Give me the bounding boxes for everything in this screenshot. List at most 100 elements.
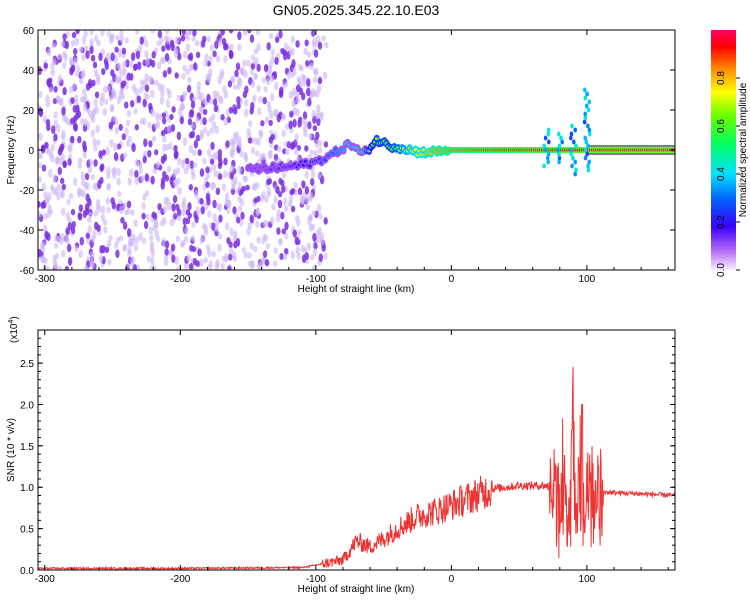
- noise-cell: [125, 119, 131, 127]
- noise-cell: [297, 78, 303, 85]
- noise-cell: [249, 68, 255, 76]
- ridge-spread-cell: [582, 119, 587, 125]
- noise-cell: [46, 48, 52, 57]
- noise-cell: [207, 263, 213, 270]
- noise-cell: [96, 204, 102, 213]
- noise-cell: [239, 150, 244, 158]
- noise-cell: [235, 237, 241, 247]
- ridge-spread-cell: [583, 147, 588, 153]
- x-tick-label: -100: [306, 274, 326, 285]
- noise-cell: [142, 117, 147, 126]
- noise-cell: [170, 43, 175, 52]
- noise-cell: [199, 129, 205, 138]
- noise-cell: [228, 106, 234, 114]
- noise-cell: [138, 44, 143, 54]
- noise-cell: [318, 213, 323, 220]
- noise-cell: [243, 251, 248, 259]
- noise-cell: [56, 184, 61, 192]
- noise-cell: [171, 254, 176, 263]
- noise-cell: [199, 168, 205, 177]
- ridge-spread-cell: [571, 155, 575, 161]
- ridge-spread-cell: [573, 171, 577, 177]
- noise-cell: [214, 225, 219, 232]
- y-tick-label: 0.0: [20, 566, 34, 577]
- noise-cell: [247, 221, 253, 230]
- noise-cell: [209, 158, 215, 165]
- noise-cell: [38, 107, 43, 116]
- noise-cell: [160, 181, 165, 190]
- noise-cell: [100, 214, 106, 222]
- noise-cell: [189, 244, 194, 252]
- noise-cell: [99, 245, 104, 254]
- noise-cell: [270, 55, 275, 64]
- ridge-spread-cell: [583, 135, 587, 141]
- noise-cell: [184, 226, 189, 235]
- noise-cell: [139, 79, 145, 86]
- noise-cell: [255, 30, 261, 36]
- ridge-spread-cell: [586, 143, 590, 149]
- noise-cell: [324, 41, 329, 49]
- noise-cell: [62, 51, 67, 58]
- noise-cell: [316, 117, 321, 127]
- noise-cell: [161, 45, 166, 52]
- noise-cell: [106, 239, 112, 248]
- noise-cell: [73, 48, 78, 55]
- noise-cell: [308, 192, 314, 201]
- ridge-spread-cell: [560, 139, 564, 145]
- noise-cell: [212, 152, 217, 161]
- noise-cell: [206, 35, 211, 43]
- noise-cell: [206, 148, 212, 157]
- noise-cell: [288, 194, 294, 204]
- noise-cell: [51, 125, 56, 134]
- noise-cell: [74, 37, 80, 46]
- noise-cell: [251, 183, 256, 191]
- noise-cell: [270, 93, 275, 102]
- noise-cell: [317, 41, 323, 50]
- noise-cell: [283, 81, 289, 88]
- noise-cell: [124, 209, 129, 216]
- noise-cell: [296, 219, 301, 227]
- noise-cell: [301, 92, 306, 101]
- noise-cell: [304, 252, 309, 261]
- noise-cell: [193, 62, 198, 71]
- noise-cell: [66, 198, 71, 206]
- noise-cell: [310, 223, 316, 231]
- noise-cell: [290, 48, 295, 56]
- noise-cell: [129, 73, 134, 81]
- noise-cell: [267, 104, 272, 113]
- noise-cell: [281, 113, 286, 120]
- noise-cell: [81, 35, 87, 45]
- noise-cell: [191, 172, 196, 180]
- noise-cell: [169, 218, 174, 227]
- noise-cell: [264, 116, 270, 124]
- noise-cell: [133, 219, 138, 227]
- noise-cell: [292, 67, 297, 77]
- noise-cell: [68, 145, 73, 154]
- ridge-spread-cell: [583, 115, 588, 121]
- noise-cell: [142, 98, 147, 108]
- snr-ylabel: SNR (10 * v/v): [6, 418, 17, 482]
- noise-cell: [283, 232, 289, 240]
- noise-cell: [46, 123, 51, 132]
- y-tick-label: 2.0: [20, 400, 34, 411]
- noise-cell: [293, 181, 298, 189]
- noise-cell: [244, 99, 249, 107]
- noise-cell: [183, 50, 188, 59]
- noise-cell: [192, 149, 197, 157]
- noise-cell: [233, 84, 238, 91]
- noise-cell: [133, 108, 138, 115]
- noise-cell: [75, 70, 80, 78]
- noise-cell: [229, 227, 234, 237]
- noise-cell: [84, 265, 89, 270]
- noise-cell: [70, 117, 75, 125]
- noise-cell: [188, 131, 194, 139]
- noise-cell: [174, 36, 180, 45]
- noise-cell: [164, 53, 170, 62]
- noise-cell: [228, 253, 233, 261]
- noise-cell: [119, 30, 124, 37]
- noise-cell: [142, 155, 147, 164]
- noise-cell: [73, 177, 78, 187]
- noise-cell: [181, 72, 186, 80]
- noise-cell: [215, 258, 220, 268]
- noise-cell: [90, 235, 96, 243]
